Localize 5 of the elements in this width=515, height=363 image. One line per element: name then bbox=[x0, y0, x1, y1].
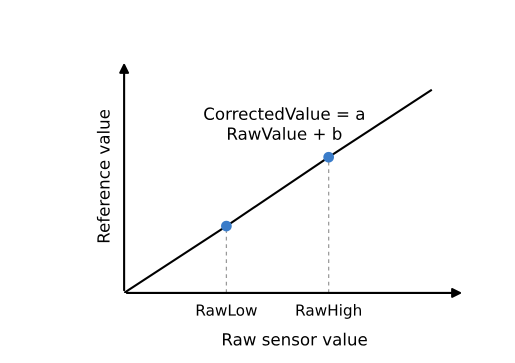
x-axis-title: Raw sensor value bbox=[223, 332, 367, 346]
x-tick-label: RawLow bbox=[196, 304, 257, 316]
y-axis-title: Reference value bbox=[96, 110, 110, 242]
x-tick-label: RawHigh bbox=[296, 304, 361, 319]
annotation: CorrectedValue = a RawValue + b bbox=[204, 107, 364, 140]
